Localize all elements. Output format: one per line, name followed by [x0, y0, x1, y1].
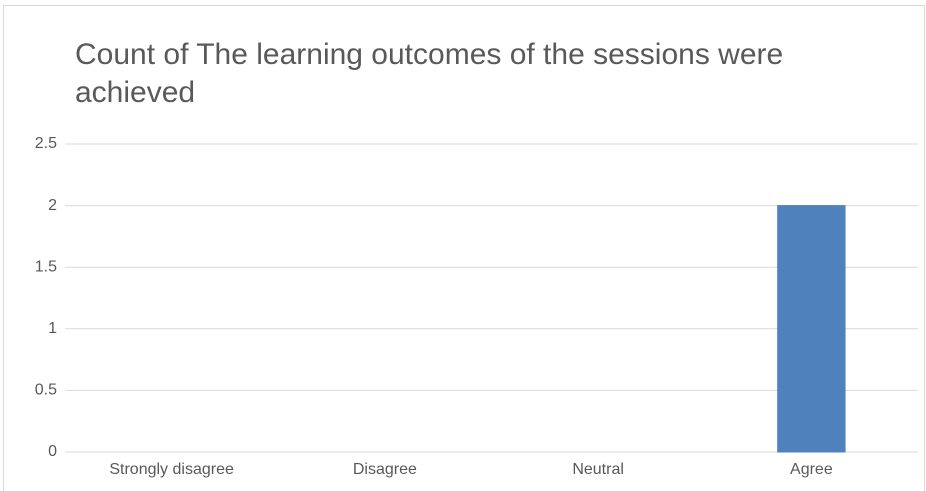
y-tick-label: 1 — [48, 320, 57, 337]
x-tick-label: Disagree — [353, 461, 417, 478]
y-tick-label: 0.5 — [35, 382, 57, 399]
x-tick-label: Agree — [790, 461, 833, 478]
y-tick-label: 2.5 — [35, 135, 57, 152]
chart-title: Count of The learning outcomes of the se… — [75, 38, 784, 109]
y-tick-label: 1.5 — [35, 258, 57, 275]
y-tick-label: 0 — [48, 443, 57, 460]
x-tick-label: Neutral — [572, 461, 624, 478]
chart-frame — [3, 5, 925, 491]
x-tick-label: Strongly disagree — [109, 461, 234, 478]
y-tick-label: 2 — [48, 197, 57, 214]
bar — [777, 205, 846, 453]
